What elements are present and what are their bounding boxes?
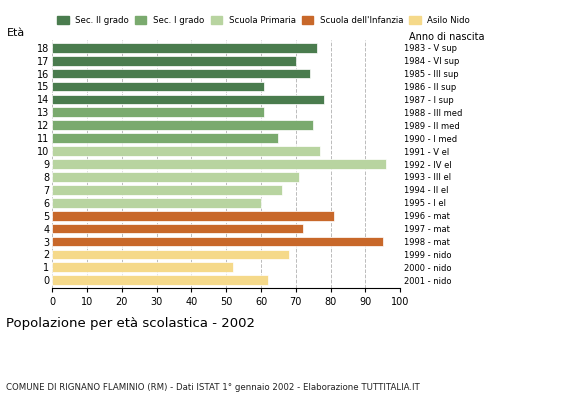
Bar	[52, 94, 324, 104]
Bar	[52, 262, 233, 272]
Text: Popolazione per età scolastica - 2002: Popolazione per età scolastica - 2002	[6, 317, 255, 330]
Bar	[52, 120, 313, 130]
Bar	[52, 108, 264, 117]
Bar	[52, 146, 320, 156]
Text: Anno di nascita: Anno di nascita	[409, 32, 484, 42]
Bar	[52, 69, 310, 78]
Text: COMUNE DI RIGNANO FLAMINIO (RM) - Dati ISTAT 1° gennaio 2002 - Elaborazione TUTT: COMUNE DI RIGNANO FLAMINIO (RM) - Dati I…	[6, 383, 419, 392]
Bar	[52, 172, 299, 182]
Text: Età: Età	[7, 28, 25, 38]
Bar	[52, 133, 278, 143]
Bar	[52, 185, 282, 195]
Bar	[52, 276, 268, 285]
Bar	[52, 56, 296, 66]
Bar	[52, 198, 261, 208]
Bar	[52, 224, 303, 234]
Bar	[52, 159, 386, 169]
Bar	[52, 211, 334, 220]
Bar	[52, 237, 383, 246]
Legend: Sec. II grado, Sec. I grado, Scuola Primaria, Scuola dell'Infanzia, Asilo Nido: Sec. II grado, Sec. I grado, Scuola Prim…	[56, 15, 471, 26]
Bar	[52, 43, 317, 52]
Bar	[52, 250, 289, 259]
Bar	[52, 82, 264, 91]
